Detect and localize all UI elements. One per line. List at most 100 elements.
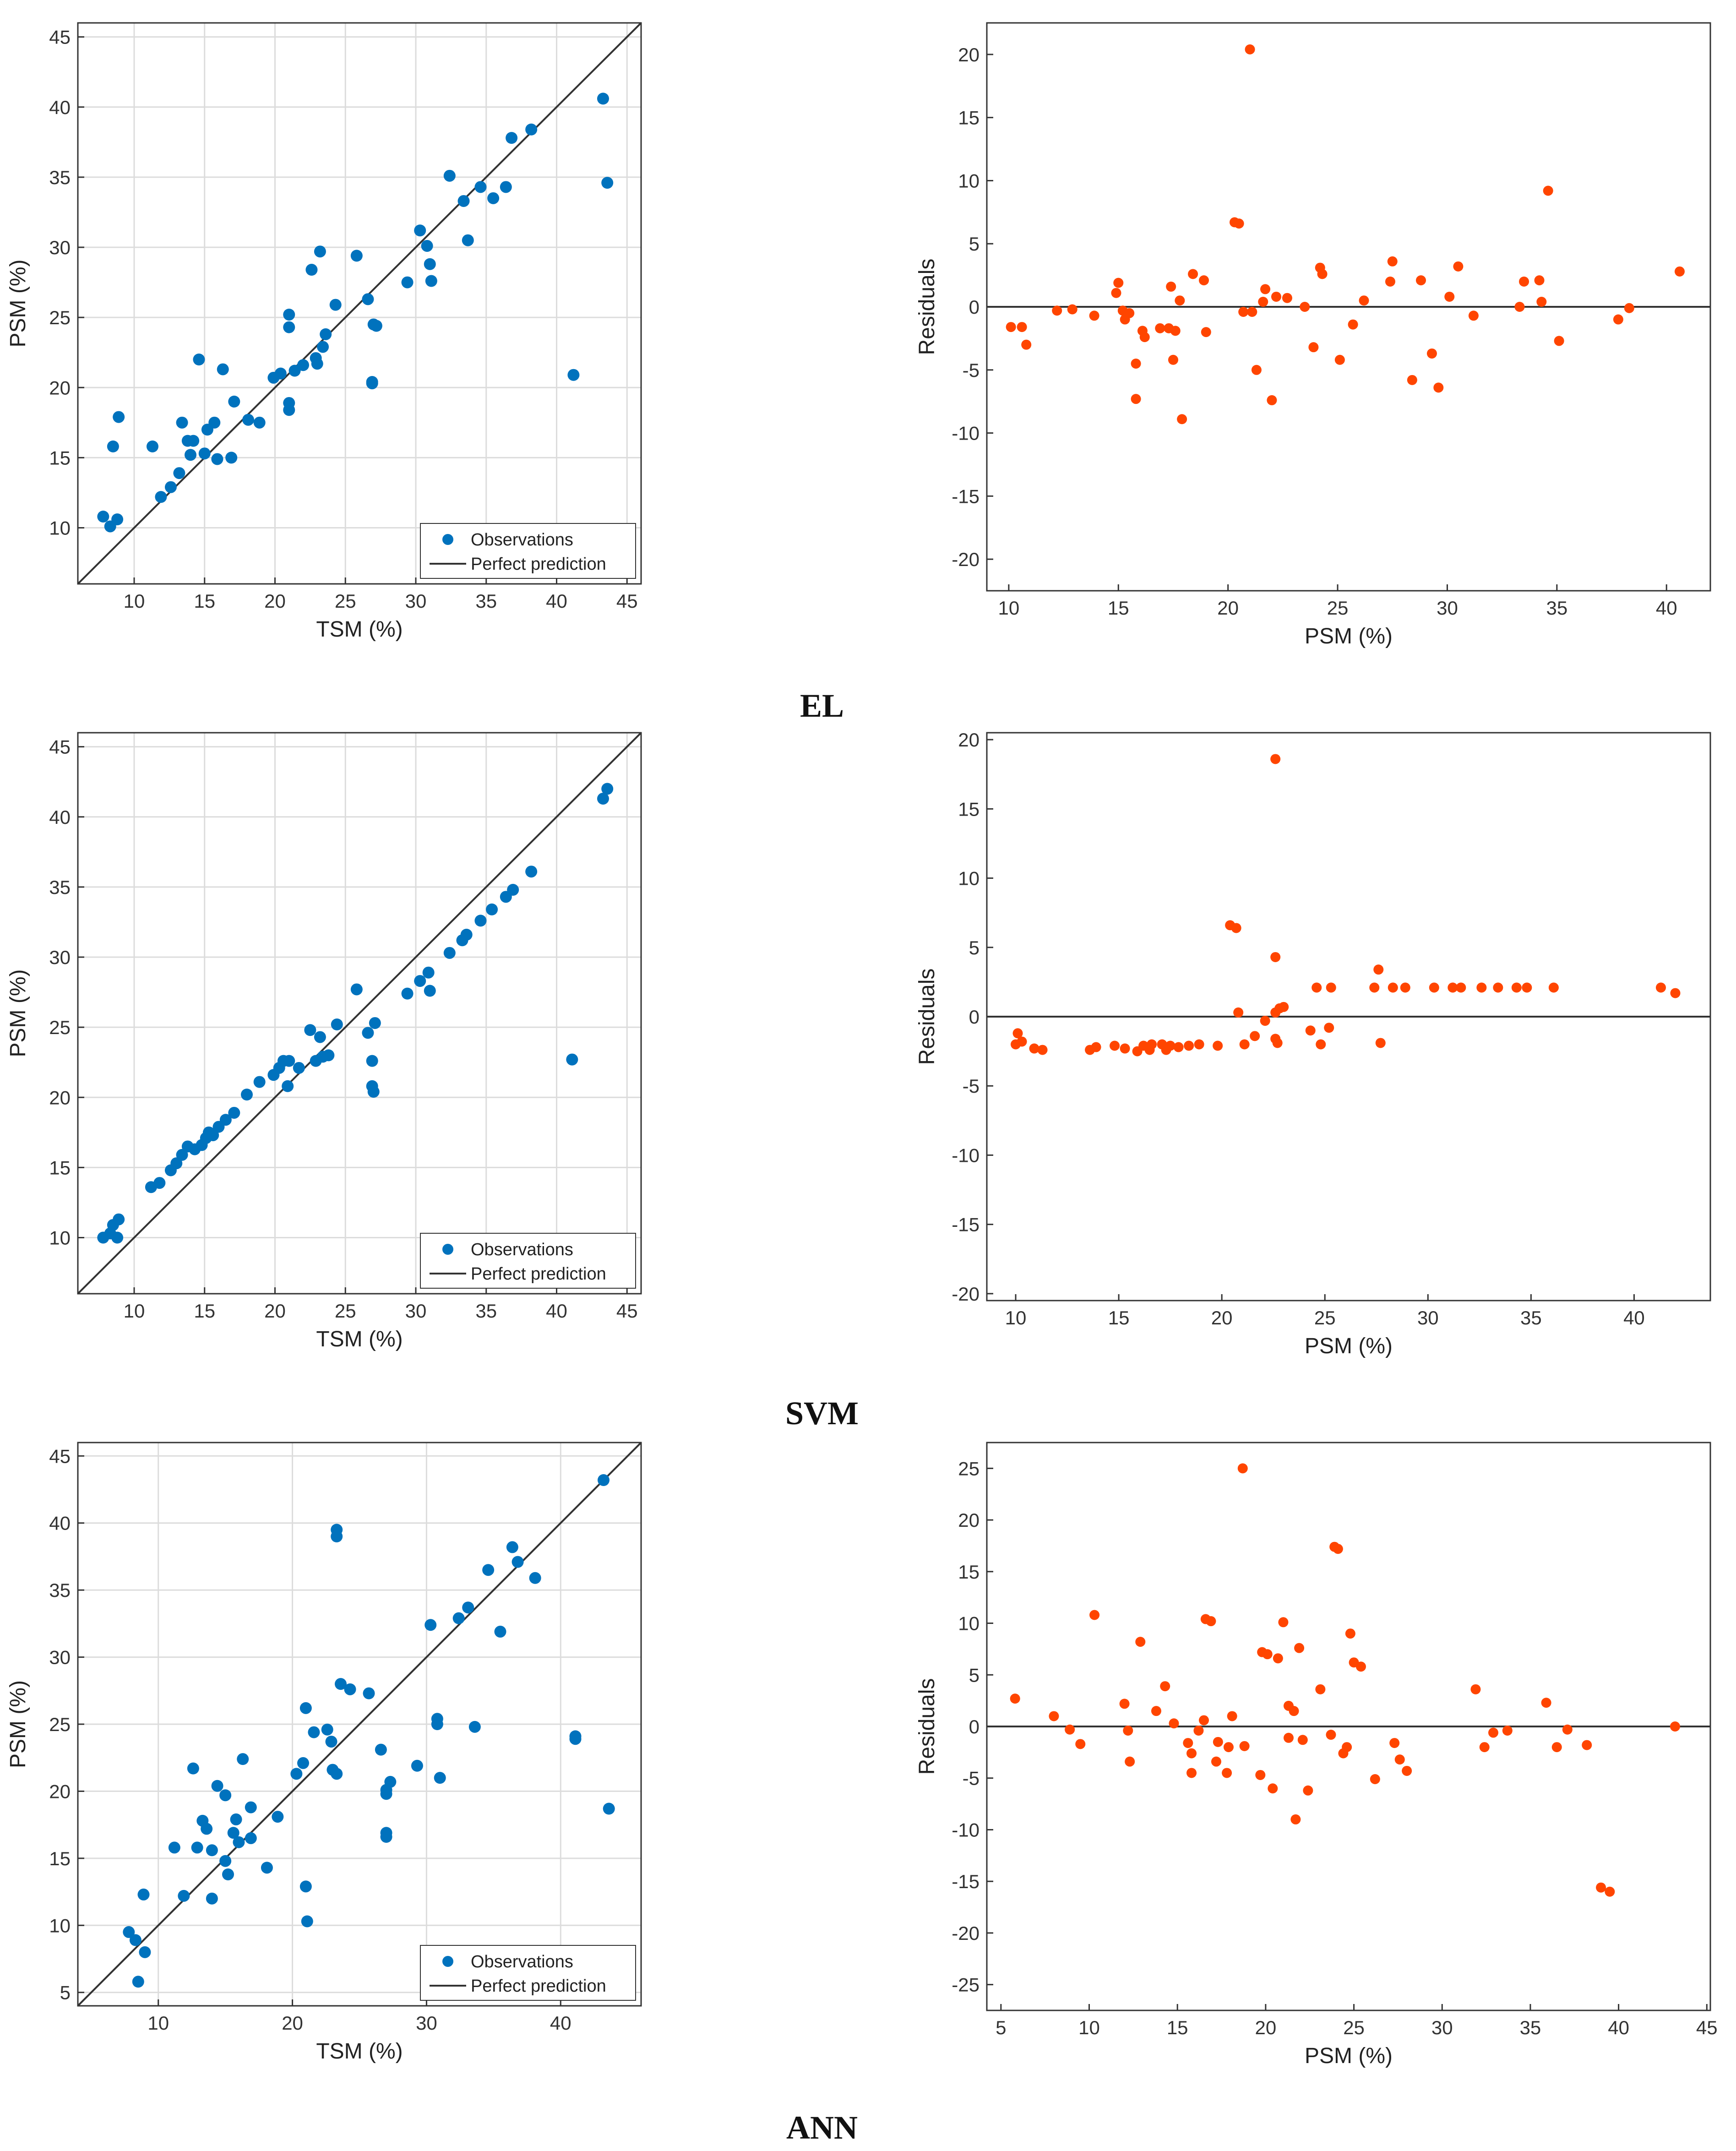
residual-point [1010, 1694, 1020, 1704]
residual-point [1177, 414, 1187, 425]
y-tick-label: 45 [49, 1445, 71, 1467]
residual-point [1250, 1031, 1260, 1041]
observation-point [601, 783, 614, 795]
residual-point [1283, 1732, 1294, 1743]
legend-box [420, 523, 636, 579]
residual-point [1605, 1886, 1615, 1897]
observation-point [97, 511, 109, 523]
observation-point [362, 1027, 374, 1039]
observation-point [314, 1031, 326, 1043]
x-tick-label: 35 [1546, 597, 1567, 619]
residual-point [1582, 1740, 1592, 1750]
residual-point [1278, 1617, 1289, 1628]
observation-point [137, 1888, 150, 1901]
residual-point [1255, 1770, 1266, 1780]
observation-point [425, 275, 437, 287]
residual-point [1389, 1738, 1400, 1748]
residual-point [1303, 1785, 1313, 1796]
legend-observation-marker [442, 534, 453, 545]
y-tick-label: 20 [958, 729, 980, 751]
x-tick-label: 30 [405, 1300, 427, 1322]
x-tick-label: 30 [416, 2012, 437, 2034]
y-tick-label: 35 [49, 1579, 71, 1601]
residual-point [1297, 1735, 1308, 1745]
residual-point [1089, 310, 1099, 321]
observation-point [421, 240, 433, 252]
y-tick-label: 0 [969, 1006, 980, 1028]
x-tick-label: 35 [1520, 1307, 1542, 1329]
residual-point [1534, 275, 1545, 286]
observation-point [139, 1946, 151, 1958]
observation-point [261, 1862, 273, 1874]
y-tick-label: 30 [49, 237, 71, 258]
residual-point [1169, 1718, 1179, 1729]
residual-point [1282, 293, 1292, 303]
residual-point [1124, 308, 1135, 318]
y-tick-label: 45 [49, 27, 71, 48]
chart-panel-ANN-residuals: 5 10 15 20 25 30 35 40 45 -25 -20 -15 -10 -5 0 5 10 15 20 2… [915, 1442, 1718, 2068]
residual-point [1270, 952, 1281, 962]
y-tick-label: 25 [49, 1714, 71, 1735]
residual-point [1168, 354, 1178, 365]
residual-point [1316, 1039, 1326, 1050]
observation-point [380, 1831, 392, 1843]
y-tick-label: 0 [969, 1716, 980, 1737]
observation-point [297, 359, 309, 371]
y-tick-label: 20 [958, 1509, 980, 1531]
x-tick-label: 30 [1417, 1307, 1439, 1329]
x-tick-label: 20 [1255, 2017, 1277, 2038]
observation-point [434, 1772, 446, 1784]
x-axis-label: PSM (%) [1305, 2044, 1393, 2068]
x-tick-label: 5 [996, 2017, 1006, 2038]
x-tick-label: 25 [1327, 597, 1349, 619]
observation-point [305, 264, 318, 276]
residual-point [1670, 988, 1681, 998]
residual-point [1175, 295, 1185, 306]
y-tick-label: 40 [49, 97, 71, 118]
residual-point [1375, 1038, 1386, 1048]
residual-point [1369, 982, 1380, 993]
model-label-ann: ANN [786, 2109, 858, 2146]
observation-point [308, 1726, 320, 1738]
observation-point [198, 447, 211, 460]
x-tick-label: 15 [194, 1300, 215, 1322]
observation-point [208, 416, 221, 429]
residual-point [1334, 354, 1345, 365]
chart-panel-EL-residuals: 10 15 20 25 30 35 40 -20 -15 -10 -5 0 5 10 15 20 PSM (%)… [915, 22, 1711, 648]
observation-point [293, 1062, 305, 1074]
observation-point [283, 321, 295, 333]
observation-point [321, 1723, 333, 1736]
y-tick-label: -10 [952, 1144, 980, 1166]
residual-point [1342, 1742, 1352, 1753]
residual-point [1402, 1765, 1412, 1776]
chart-panel-SVM-observed-vs-predicted: 10 15 20 25 30 35 40 45 10 15 20 25 30 35 40 45 TSM (%) P… [6, 732, 642, 1351]
observation-point [401, 987, 414, 1000]
observation-point [201, 1823, 213, 1835]
x-tick-label: 20 [264, 1300, 286, 1322]
y-tick-label: 5 [969, 937, 980, 958]
residual-point [1470, 1684, 1481, 1694]
observation-point [164, 481, 177, 493]
observation-point [350, 250, 363, 262]
residual-point [1131, 394, 1141, 404]
residual-point [1213, 1040, 1223, 1051]
residual-point [1234, 218, 1244, 229]
observation-point [207, 1129, 219, 1141]
y-axis-label: PSM (%) [6, 1680, 30, 1768]
residual-point [1514, 302, 1525, 312]
model-label-svm: SVM [785, 1395, 859, 1432]
observation-point [301, 1915, 313, 1928]
residual-point [1290, 1814, 1301, 1824]
residual-point [1119, 1699, 1130, 1709]
observation-point [146, 440, 158, 452]
observation-point [282, 1080, 294, 1092]
observation-point [176, 1149, 188, 1161]
x-tick-label: 10 [1078, 2017, 1100, 2038]
y-tick-label: -20 [952, 549, 980, 570]
observation-point [297, 1757, 309, 1769]
observation-point [191, 1841, 203, 1854]
observation-point [566, 1053, 578, 1066]
x-tick-label: 35 [475, 1300, 497, 1322]
x-tick-label: 30 [405, 590, 427, 612]
observation-point [506, 132, 518, 144]
